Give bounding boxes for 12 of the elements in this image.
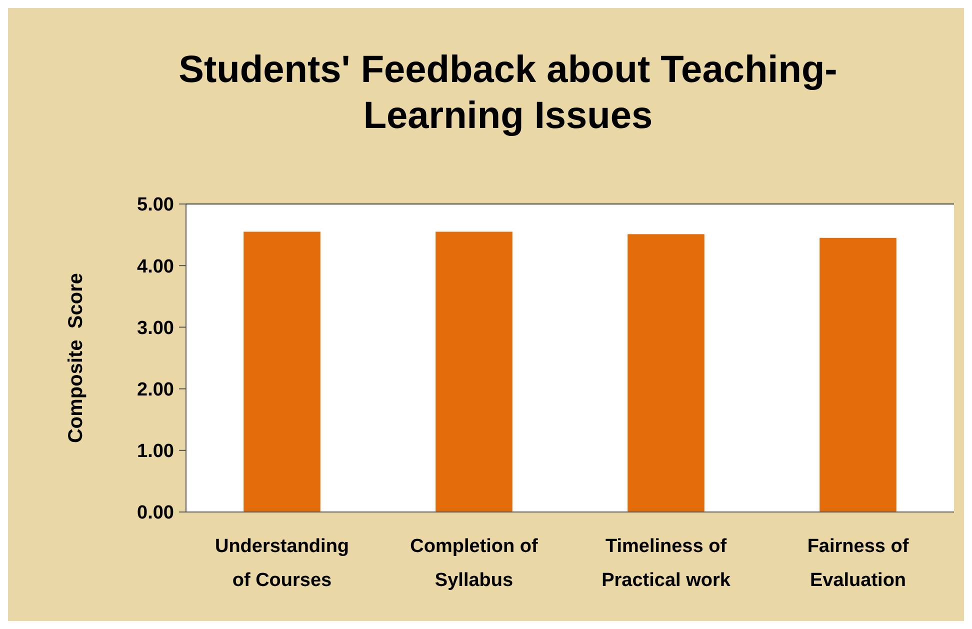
y-axis-title: Composite Score (65, 272, 87, 444)
x-tick-label: Fairness of Evaluation (807, 536, 910, 591)
y-tick-label: 4.00 (137, 256, 174, 278)
x-tick-label: Timeliness of Practical work (602, 536, 731, 591)
y-tick-label: 1.00 (137, 441, 174, 462)
y-tick-label: 0.00 (137, 502, 174, 524)
chart-title: Students' Feedback about Teaching- Learning Issues (178, 49, 838, 137)
y-tick-label: 5.00 (137, 194, 174, 216)
x-tick-label: Completion of Syllabus (410, 536, 539, 591)
x-tick-label: Understanding of Courses (214, 536, 350, 591)
y-tick-label: 2.00 (137, 379, 174, 400)
y-tick-label: 3.00 (137, 318, 174, 339)
